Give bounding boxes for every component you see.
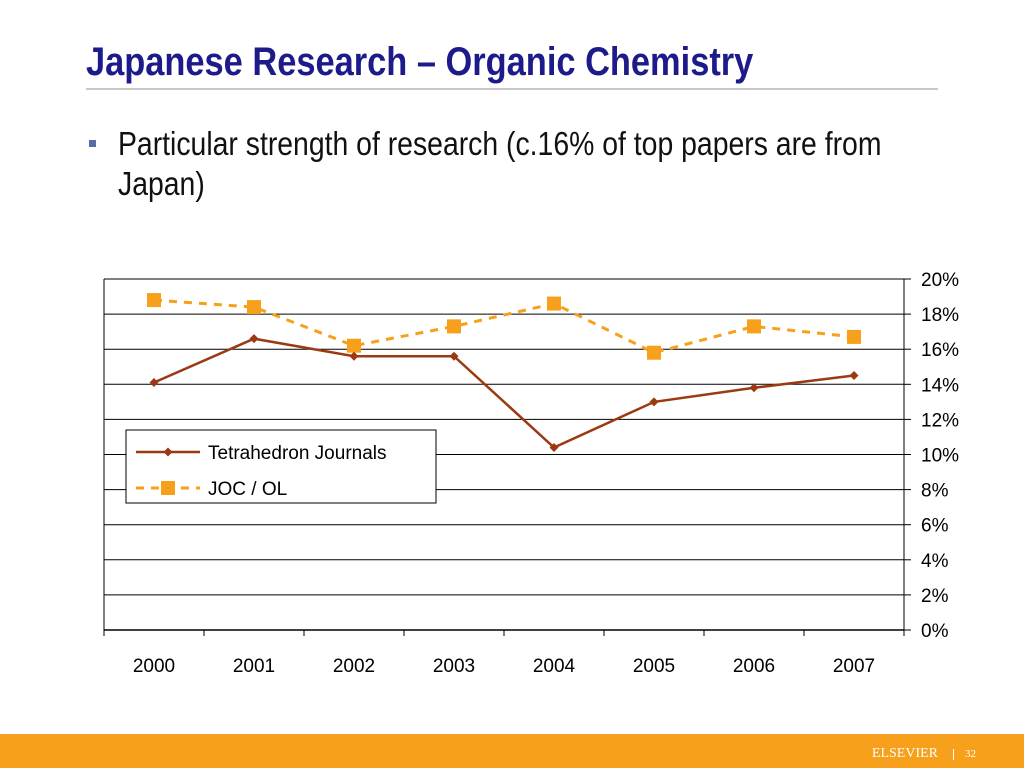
- chart-series: [147, 293, 861, 452]
- y-tick-label: 12%: [921, 410, 959, 431]
- data-point: [547, 296, 561, 311]
- x-tick-label: 2004: [533, 656, 576, 677]
- data-point: [849, 371, 859, 381]
- data-point: [847, 329, 861, 344]
- x-tick-label: 2006: [733, 656, 775, 677]
- data-point: [347, 338, 361, 353]
- x-tick-label: 2000: [133, 656, 175, 677]
- legend-label: Tetrahedron Journals: [208, 443, 387, 464]
- chart-gridlines: [103, 278, 904, 630]
- x-tick-label: 2007: [833, 656, 875, 677]
- x-tick-label: 2003: [433, 656, 475, 677]
- page-number: 32: [965, 748, 976, 760]
- legend-marker: [163, 447, 173, 457]
- data-point: [447, 319, 461, 334]
- y-tick-label: 18%: [921, 305, 959, 326]
- chart-legend: Tetrahedron Journals JOC / OL: [125, 429, 437, 504]
- data-point: [747, 319, 761, 334]
- legend-marker: [161, 481, 175, 495]
- footer-bar: [0, 734, 1024, 768]
- legend-label: JOC / OL: [208, 479, 287, 500]
- title-divider: [86, 88, 938, 90]
- y-tick-label: 4%: [921, 551, 949, 572]
- data-point: [749, 383, 759, 393]
- y-tick-label: 0%: [921, 621, 949, 642]
- data-point: [349, 351, 359, 361]
- y-tick-label: 14%: [921, 375, 959, 396]
- y-tick-label: 6%: [921, 516, 949, 537]
- x-tick-label: 2001: [233, 656, 275, 677]
- series-line: [153, 337, 855, 449]
- slide-title: Japanese Research – Organic Chemistry: [86, 40, 754, 84]
- data-point: [147, 293, 161, 308]
- data-point: [549, 442, 559, 452]
- y-tick-label: 10%: [921, 446, 959, 467]
- y-tick-label: 16%: [921, 340, 959, 361]
- data-point: [149, 378, 159, 388]
- footer-brand: ELSEVIER: [871, 746, 938, 761]
- y-tick-label: 8%: [921, 481, 949, 502]
- data-point: [649, 397, 659, 407]
- legend-box: [125, 429, 437, 504]
- data-point: [247, 300, 261, 315]
- y-tick-label: 20%: [921, 270, 959, 291]
- bullet-marker-icon: [89, 140, 96, 147]
- x-tick-label: 2005: [633, 656, 675, 677]
- data-point: [647, 345, 661, 360]
- x-tick-label: 2002: [333, 656, 375, 677]
- series-line: [153, 298, 855, 355]
- chart-axes: 0% 2% 4% 6% 8% 10% 12% 14% 16% 18% 20% 2000 2001 2002…: [103, 270, 959, 677]
- bullet-text: Particular strength of research (c.16% o…: [118, 125, 882, 202]
- data-point: [249, 334, 259, 344]
- data-point: [449, 351, 459, 361]
- y-tick-label: 2%: [921, 586, 949, 607]
- footer-separator: [953, 749, 954, 760]
- line-chart: 0% 2% 4% 6% 8% 10% 12% 14% 16% 18% 20% 2000 2001 2002…: [103, 270, 959, 677]
